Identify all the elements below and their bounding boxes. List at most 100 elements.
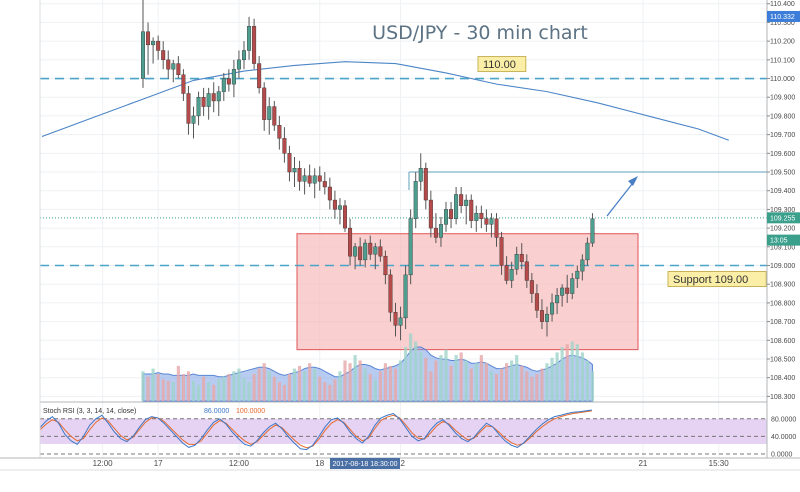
candlesticks xyxy=(140,0,595,341)
time-tick-label: 12 xyxy=(396,459,405,468)
price-tick-label: 108.600 xyxy=(770,338,795,345)
candle-body xyxy=(398,317,403,326)
candle-body xyxy=(504,265,509,281)
volume-bar xyxy=(575,344,579,401)
stoch-rsi-panel: Stoch RSI (3, 3, 14, 14, close) 86.0000 10… xyxy=(39,408,767,459)
volume-bar xyxy=(358,360,362,401)
volume-bar xyxy=(590,371,595,401)
volume-bar xyxy=(388,365,393,401)
stoch-k-line xyxy=(39,409,592,451)
candle-body xyxy=(206,93,211,107)
volume-bar xyxy=(560,347,564,401)
volume-bar xyxy=(419,352,423,401)
candle-body xyxy=(368,242,373,255)
price-tick-label: 108.500 xyxy=(770,356,795,363)
volume-bar xyxy=(585,360,589,401)
candle-body xyxy=(514,254,519,270)
candle-body xyxy=(282,138,287,154)
volume-bar xyxy=(464,360,468,401)
candle-body xyxy=(408,218,413,276)
stoch-axis-label: 40.0000 xyxy=(771,434,796,441)
volume-bar xyxy=(383,363,387,401)
volume-bar xyxy=(439,355,443,401)
candle-body xyxy=(267,106,272,120)
candle-body xyxy=(337,205,342,210)
volume-bar xyxy=(404,347,408,401)
candle-body xyxy=(494,218,499,238)
volume-bar xyxy=(207,382,211,401)
candle-body xyxy=(322,181,327,188)
volume-bar xyxy=(469,368,473,401)
candle-body xyxy=(550,302,555,315)
candle-body xyxy=(161,50,166,61)
volume-bar xyxy=(151,368,155,401)
time-tick-label: 18 xyxy=(315,459,324,468)
volume-bar xyxy=(444,349,448,401)
price-tick-label: 108.900 xyxy=(770,282,795,289)
candle-body xyxy=(519,254,524,262)
volume-ma-area xyxy=(142,346,593,402)
volume-bar xyxy=(409,333,413,401)
time-tick-label: 17 xyxy=(154,459,163,468)
volume-bar xyxy=(323,382,327,401)
volume-bar xyxy=(510,360,514,401)
price-tick-label: 108.800 xyxy=(770,300,795,307)
price-tick-label: 110.300 xyxy=(770,20,795,27)
volume-bar xyxy=(328,384,332,401)
candle-body xyxy=(433,227,438,238)
volume-bar xyxy=(343,360,347,401)
volume-bar xyxy=(449,365,453,401)
candle-body xyxy=(262,87,267,120)
candle-body xyxy=(378,246,383,257)
volume-bar xyxy=(535,374,539,401)
price-tick-label: 109.500 xyxy=(770,170,795,177)
volume-bar xyxy=(520,365,524,401)
candle-body xyxy=(317,175,322,182)
candle-body xyxy=(247,25,252,51)
volume-bar xyxy=(363,368,367,401)
level-label: Support 109.00 xyxy=(673,274,748,286)
moving-average xyxy=(41,61,729,141)
candle-body xyxy=(403,274,408,319)
crosshair-time: 2017-08-18 18:30:00 xyxy=(333,461,398,468)
candle-body xyxy=(216,91,221,102)
projection-arrow-head xyxy=(628,176,638,186)
volume-bar xyxy=(378,371,382,401)
candle-body xyxy=(332,199,337,210)
ma-line xyxy=(41,61,729,141)
candle-body xyxy=(590,218,595,244)
volume-bar xyxy=(191,380,196,401)
candle-body xyxy=(373,246,378,255)
volume-bar xyxy=(565,344,569,401)
volume-bar xyxy=(338,371,342,401)
candle-body xyxy=(469,199,474,221)
price-tick-label: 108.700 xyxy=(770,319,795,326)
price-tick-label: 108.400 xyxy=(770,375,795,382)
candle-body xyxy=(418,168,423,182)
volume-bar xyxy=(505,363,509,401)
volume-bar xyxy=(393,368,398,401)
candle-body xyxy=(272,106,277,126)
price-tick-label: 109.000 xyxy=(770,263,795,270)
candle-body xyxy=(226,78,231,85)
price-tick-label: 110.000 xyxy=(770,76,795,83)
candle-body xyxy=(570,278,575,294)
volume-bar xyxy=(297,365,302,401)
volume-bar xyxy=(181,374,185,401)
volume-bar xyxy=(434,360,438,401)
volume-bar xyxy=(186,371,191,401)
candle-body xyxy=(181,74,186,94)
candle-body xyxy=(151,40,156,46)
time-tick-label: 12:00 xyxy=(229,459,250,468)
candle-body xyxy=(302,175,307,182)
volume-bar xyxy=(156,374,160,401)
candle-body xyxy=(312,175,317,184)
candle-body xyxy=(459,194,464,206)
volume-bar xyxy=(525,371,529,401)
candle-body xyxy=(221,78,226,92)
candle-body xyxy=(444,209,449,225)
volume-bar xyxy=(459,352,463,401)
candle-body xyxy=(534,293,539,311)
price-tick-label: 109.800 xyxy=(770,113,795,120)
volume-bar xyxy=(141,371,145,401)
